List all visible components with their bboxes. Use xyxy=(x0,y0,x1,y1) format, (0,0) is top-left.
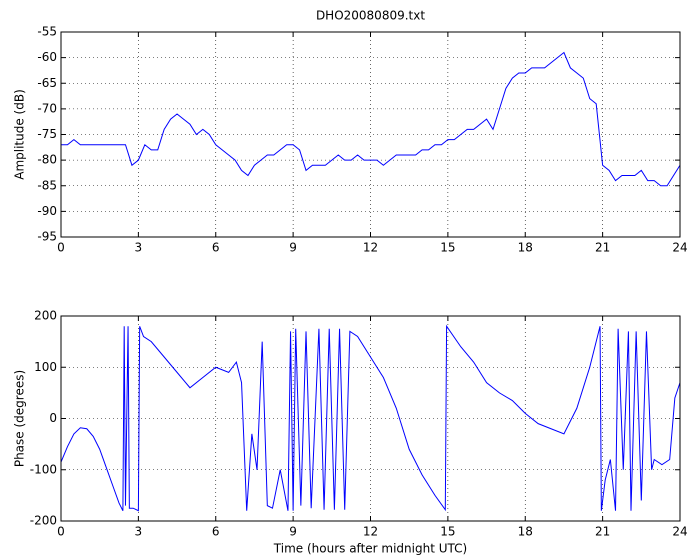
y-tick-label: 200 xyxy=(34,309,57,323)
x-axis-label: Time (hours after midnight UTC) xyxy=(273,542,467,556)
x-tick-label: 3 xyxy=(135,525,143,539)
chart-title: DHO20080809.txt xyxy=(316,9,425,23)
data-line xyxy=(60,324,681,512)
x-tick-label: 0 xyxy=(57,241,65,255)
y-tick-label: -60 xyxy=(37,50,57,64)
y-tick-label: -85 xyxy=(37,178,57,192)
x-tick-label: 6 xyxy=(212,241,220,255)
y-tick-label: -80 xyxy=(37,153,57,167)
x-tick-label: 24 xyxy=(672,525,687,539)
y-axis-label: Phase (degrees) xyxy=(13,370,27,467)
x-tick-label: 15 xyxy=(440,525,455,539)
x-tick-label: 6 xyxy=(212,525,220,539)
y-tick-label: -100 xyxy=(30,462,57,476)
y-tick-label: -90 xyxy=(37,204,57,218)
x-tick-label: 12 xyxy=(363,525,378,539)
y-axis-label: Amplitude (dB) xyxy=(13,89,27,180)
x-tick-label: 18 xyxy=(518,525,533,539)
x-tick-label: 15 xyxy=(440,241,455,255)
x-tick-label: 0 xyxy=(57,525,65,539)
axes-box xyxy=(60,31,681,238)
y-tick-label: -55 xyxy=(37,25,57,39)
y-tick-label: -75 xyxy=(37,127,57,141)
y-tick-label: -65 xyxy=(37,76,57,90)
y-tick-label: -95 xyxy=(37,230,57,244)
x-tick-label: 9 xyxy=(289,525,297,539)
x-tick-label: 9 xyxy=(289,241,297,255)
x-tick-label: 21 xyxy=(595,525,610,539)
x-tick-label: 18 xyxy=(518,241,533,255)
y-tick-label: -70 xyxy=(37,101,57,115)
x-tick-label: 24 xyxy=(672,241,687,255)
y-tick-label: 0 xyxy=(49,411,57,425)
x-tick-label: 12 xyxy=(363,241,378,255)
x-tick-label: 3 xyxy=(135,241,143,255)
x-tick-label: 21 xyxy=(595,241,610,255)
data-line xyxy=(61,51,681,187)
y-tick-label: -200 xyxy=(30,514,57,528)
axes-box xyxy=(60,315,681,522)
y-tick-label: 100 xyxy=(34,360,57,374)
